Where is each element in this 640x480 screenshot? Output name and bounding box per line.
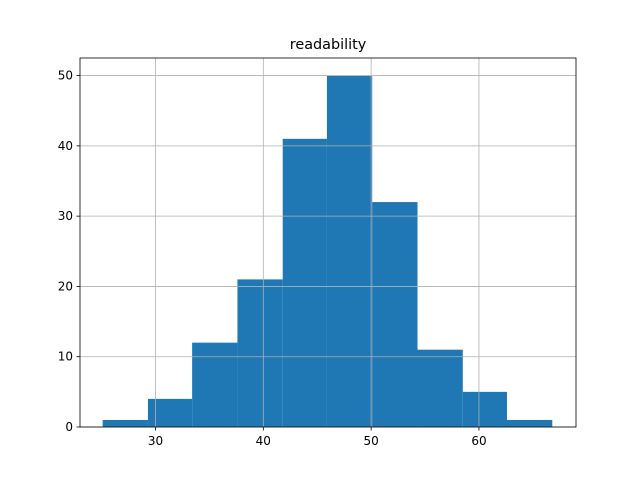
y-tick-label: 30 [58, 209, 73, 223]
bar [372, 202, 418, 427]
x-tick-label: 40 [256, 434, 271, 448]
bar [237, 279, 283, 427]
x-tick-label: 30 [148, 434, 163, 448]
bar [417, 349, 463, 427]
y-tick-label: 40 [58, 139, 73, 153]
y-tick-label: 0 [65, 420, 73, 434]
bar [102, 419, 148, 427]
bar [462, 391, 507, 427]
x-tick-label: 50 [363, 434, 378, 448]
bar [326, 75, 373, 428]
chart-title: readability [290, 37, 367, 53]
bar [147, 398, 193, 427]
bar [506, 419, 553, 427]
x-tick-label: 60 [471, 434, 486, 448]
bar [282, 138, 327, 428]
y-tick-label: 20 [58, 279, 73, 293]
y-tick-label: 50 [58, 69, 73, 83]
bar [192, 342, 238, 427]
plot-frame [79, 57, 577, 428]
y-tick-label: 10 [58, 350, 73, 364]
